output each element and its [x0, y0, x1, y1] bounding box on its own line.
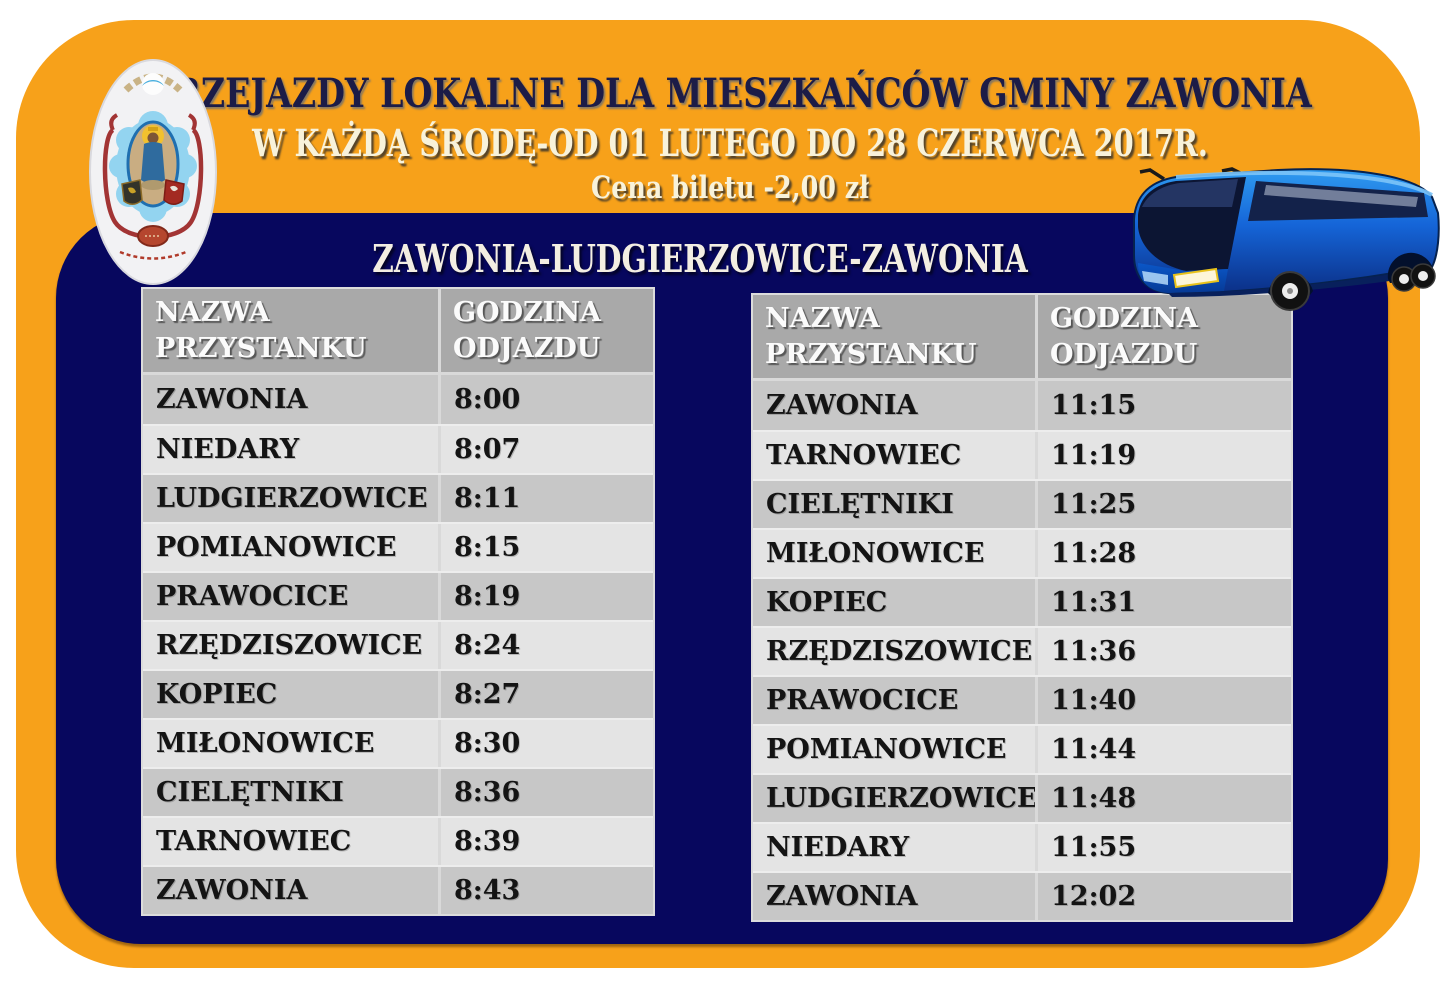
route-title: ZAWONIA-LUDGIERZOWICE-ZAWONIA — [372, 236, 1028, 281]
stop-name: KOPIEC — [156, 679, 278, 710]
stop-name: ZAWONIA — [156, 875, 308, 906]
departure-time: 8:00 — [438, 375, 653, 424]
table-row: CIELĘTNIKI 8:36 — [143, 767, 653, 816]
stop-name: TARNOWIEC — [156, 826, 352, 857]
table-header: NAZWA PRZYSTANKU GODZINA ODJAZDU — [143, 289, 653, 375]
table-row: LUDGIERZOWICE 8:11 — [143, 473, 653, 522]
municipality-crest-icon — [89, 59, 217, 285]
stop-name: ZAWONIA — [766, 390, 918, 421]
departure-time: 8:07 — [438, 426, 653, 473]
departure-time: 11:48 — [1035, 775, 1291, 822]
stop-name: ZAWONIA — [766, 881, 918, 912]
departure-time: 8:36 — [438, 769, 653, 816]
table-row: KOPIEC 8:27 — [143, 669, 653, 718]
departure-time: 11:25 — [1035, 481, 1291, 528]
table-row: NIEDARY 11:55 — [753, 822, 1291, 871]
poster-subtitle-dates: W KAŻDĄ ŚRODĘ-OD 01 LUTEGO DO 28 CZERWCA… — [252, 121, 1208, 165]
column-header-time: GODZINA ODJAZDU — [438, 289, 653, 372]
departure-time: 11:55 — [1035, 824, 1291, 871]
stop-name: RZĘDZISZOWICE — [156, 630, 423, 661]
departure-time: 8:11 — [438, 475, 653, 522]
stop-name: TARNOWIEC — [766, 440, 962, 471]
timetable-morning: NAZWA PRZYSTANKU GODZINA ODJAZDU ZAWONIA… — [143, 289, 653, 914]
table-row: PRAWOCICE 11:40 — [753, 675, 1291, 724]
table-row: ZAWONIA 8:00 — [143, 375, 653, 424]
stop-name: MIŁONOWICE — [766, 538, 985, 569]
poster-header: PRZEJAZDY LOKALNE DLA MIESZKAŃCÓW GMINY … — [20, 70, 1440, 206]
column-header-stop: NAZWA PRZYSTANKU — [155, 297, 367, 364]
stop-name: LUDGIERZOWICE — [156, 483, 428, 514]
stop-name: ZAWONIA — [156, 384, 308, 415]
table-row: MIŁONOWICE 8:30 — [143, 718, 653, 767]
poster-title: PRZEJAZDY LOKALNE DLA MIESZKAŃCÓW GMINY … — [148, 70, 1312, 117]
stop-name: KOPIEC — [766, 587, 888, 618]
ticket-price: Cena biletu -2,00 zł — [590, 170, 870, 206]
stop-name: CIELĘTNIKI — [766, 489, 954, 520]
stop-name: NIEDARY — [766, 832, 910, 863]
table-row: ZAWONIA 8:43 — [143, 865, 653, 914]
departure-time: 11:36 — [1035, 628, 1291, 675]
timetable-midday: NAZWA PRZYSTANKU GODZINA ODJAZDU ZAWONIA… — [753, 295, 1291, 920]
table-row: CIELĘTNIKI 11:25 — [753, 479, 1291, 528]
departure-time: 8:24 — [438, 622, 653, 669]
table-row: KOPIEC 11:31 — [753, 577, 1291, 626]
departure-time: 11:44 — [1035, 726, 1291, 773]
table-row: RZĘDZISZOWICE 8:24 — [143, 620, 653, 669]
table-row: NIEDARY 8:07 — [143, 424, 653, 473]
departure-time: 8:39 — [438, 818, 653, 865]
table-body: ZAWONIA 11:15 TARNOWIEC 11:19 CIELĘTNIKI 11… — [753, 381, 1291, 920]
stop-name: PRAWOCICE — [766, 685, 959, 716]
column-header-stop: NAZWA PRZYSTANKU — [765, 303, 977, 370]
departure-time: 8:15 — [438, 524, 653, 571]
table-row: ZAWONIA 11:15 — [753, 381, 1291, 430]
departure-time: 11:28 — [1035, 530, 1291, 577]
table-row: POMIANOWICE 11:44 — [753, 724, 1291, 773]
departure-time: 8:43 — [438, 867, 653, 914]
departure-time: 12:02 — [1035, 873, 1291, 920]
table-row: LUDGIERZOWICE 11:48 — [753, 773, 1291, 822]
table-body: ZAWONIA 8:00 NIEDARY 8:07 LUDGIERZOWICE 8:1… — [143, 375, 653, 914]
stop-name: RZĘDZISZOWICE — [766, 636, 1033, 667]
departure-time: 8:19 — [438, 573, 653, 620]
table-row: RZĘDZISZOWICE 11:36 — [753, 626, 1291, 675]
departure-time: 8:27 — [438, 671, 653, 718]
stop-name: PRAWOCICE — [156, 581, 349, 612]
table-header: NAZWA PRZYSTANKU GODZINA ODJAZDU — [753, 295, 1291, 381]
stop-name: CIELĘTNIKI — [156, 777, 344, 808]
column-header-time: GODZINA ODJAZDU — [1035, 295, 1291, 378]
bus-icon — [1133, 167, 1440, 311]
table-row: TARNOWIEC 8:39 — [143, 816, 653, 865]
stop-name: NIEDARY — [156, 434, 300, 465]
departure-time: 11:40 — [1035, 677, 1291, 724]
departure-time: 11:15 — [1035, 381, 1291, 430]
stop-name: POMIANOWICE — [156, 532, 397, 563]
stop-name: LUDGIERZOWICE — [766, 783, 1038, 814]
table-row: PRAWOCICE 8:19 — [143, 571, 653, 620]
table-row: POMIANOWICE 8:15 — [143, 522, 653, 571]
departure-time: 11:19 — [1035, 432, 1291, 479]
table-row: TARNOWIEC 11:19 — [753, 430, 1291, 479]
stop-name: POMIANOWICE — [766, 734, 1007, 765]
departure-time: 8:30 — [438, 720, 653, 767]
departure-time: 11:31 — [1035, 579, 1291, 626]
table-row: MIŁONOWICE 11:28 — [753, 528, 1291, 577]
table-row: ZAWONIA 12:02 — [753, 871, 1291, 920]
stop-name: MIŁONOWICE — [156, 728, 375, 759]
